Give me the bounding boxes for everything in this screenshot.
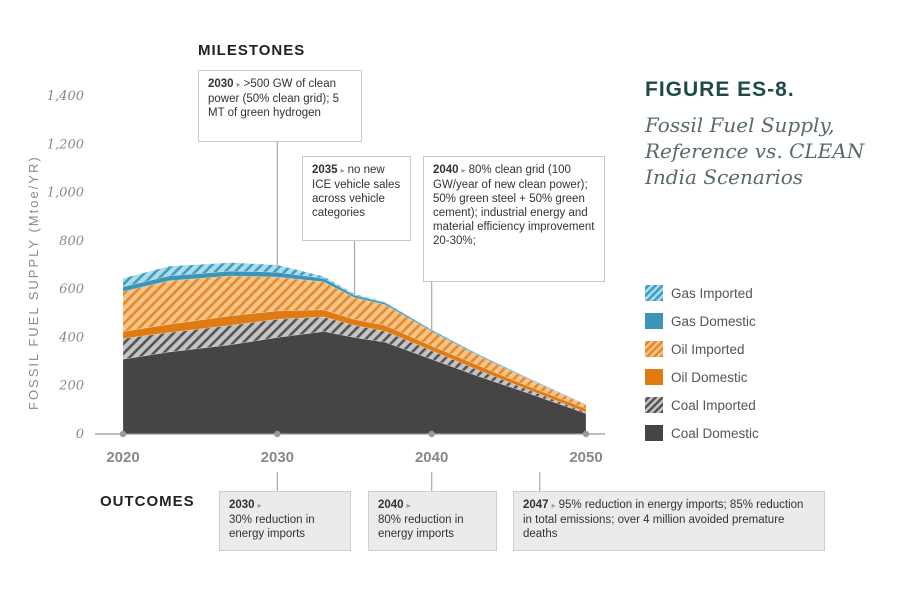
x-tick-dot bbox=[274, 430, 281, 438]
outcome-text: 80% reduction in energy imports bbox=[378, 514, 464, 540]
outcome-year: 2040 bbox=[378, 499, 404, 511]
outcome-2047: 2047 ▸ 95% reduction in energy imports; 85… bbox=[513, 491, 825, 551]
caret-icon: ▸ bbox=[236, 80, 241, 89]
legend-label: Oil Imported bbox=[671, 341, 745, 357]
outcome-year: 2030 bbox=[229, 499, 255, 511]
area-gas-domestic bbox=[122, 270, 587, 406]
legend-swatch bbox=[645, 313, 663, 329]
milestone-2040: 2040 ▸ 80% clean grid (100 GW/year of new … bbox=[423, 156, 605, 282]
legend-label: Gas Imported bbox=[671, 285, 753, 301]
milestone-2030: 2030 ▸ >500 GW of clean power (50% clean g… bbox=[198, 70, 362, 142]
y-tick-label: 1,400 bbox=[47, 89, 84, 104]
legend-label: Coal Domestic bbox=[671, 425, 759, 441]
x-tick-dot bbox=[428, 430, 435, 438]
y-tick-label: 1,000 bbox=[47, 186, 84, 201]
caret-icon: ▸ bbox=[340, 166, 345, 175]
outcome-2030: 2030 ▸ 30% reduction in energy imports bbox=[219, 491, 351, 551]
legend-label: Oil Domestic bbox=[671, 369, 748, 385]
legend-item: Gas Imported bbox=[645, 283, 753, 303]
legend-swatch bbox=[645, 425, 663, 441]
x-tick-label: 2050 bbox=[569, 449, 602, 466]
area-gas-imported bbox=[122, 262, 587, 406]
caret-icon: ▸ bbox=[461, 166, 466, 175]
outcome-year: 2047 bbox=[523, 499, 549, 511]
milestone-text: >500 GW of clean power (50% clean grid);… bbox=[208, 78, 340, 119]
x-tick-dot bbox=[582, 430, 590, 438]
outcome-2040: 2040 ▸ 80% reduction in energy imports bbox=[368, 491, 497, 551]
caret-icon: ▸ bbox=[551, 501, 556, 510]
legend-item: Coal Imported bbox=[645, 395, 756, 415]
figure-subtitle: Fossil Fuel Supply, Reference vs. CLEAN … bbox=[645, 113, 865, 189]
y-tick-label: 600 bbox=[59, 282, 84, 297]
outcomes-title: OUTCOMES bbox=[100, 493, 195, 510]
x-tick-dot bbox=[119, 430, 127, 438]
legend-swatch bbox=[645, 369, 663, 385]
legend-item: Coal Domestic bbox=[645, 423, 759, 443]
legend-item: Oil Domestic bbox=[645, 367, 748, 387]
y-tick-label: 800 bbox=[59, 234, 84, 249]
milestone-year: 2040 bbox=[433, 164, 459, 176]
x-tick-label: 2030 bbox=[261, 449, 294, 466]
y-tick-label: 400 bbox=[58, 330, 84, 345]
caret-icon: ▸ bbox=[406, 501, 411, 510]
figure-label: FIGURE ES-8. bbox=[645, 78, 795, 101]
legend-item: Gas Domestic bbox=[645, 311, 756, 331]
x-tick-label: 2020 bbox=[106, 449, 139, 466]
milestone-year: 2035 bbox=[312, 164, 338, 176]
legend-item: Oil Imported bbox=[645, 339, 745, 359]
y-axis: 0 200 400 600 800 1,000 1,200 1,400 bbox=[47, 89, 84, 442]
y-tick-label: 0 bbox=[76, 427, 84, 442]
caret-icon: ▸ bbox=[257, 501, 262, 510]
legend-swatch bbox=[645, 397, 663, 413]
milestone-2035: 2035 ▸ no new ICE vehicle sales across veh… bbox=[302, 156, 411, 241]
milestone-connectors bbox=[276, 142, 541, 491]
legend-swatch bbox=[645, 341, 663, 357]
legend-swatch bbox=[645, 285, 663, 301]
legend-label: Coal Imported bbox=[671, 397, 756, 413]
outcome-text: 30% reduction in energy imports bbox=[229, 514, 315, 540]
y-tick-label: 1,200 bbox=[47, 137, 84, 152]
outcome-text: 95% reduction in energy imports; 85% red… bbox=[523, 499, 804, 540]
y-tick-label: 200 bbox=[58, 379, 84, 394]
milestones-title: MILESTONES bbox=[198, 42, 306, 59]
milestone-text: no new ICE vehicle sales across vehicle … bbox=[312, 164, 401, 219]
x-tick-label: 2040 bbox=[415, 449, 448, 466]
legend-label: Gas Domestic bbox=[671, 313, 756, 329]
y-axis-label: FOSSIL FUEL SUPPLY (Mtoe/YR) bbox=[26, 155, 41, 410]
milestone-year: 2030 bbox=[208, 78, 234, 90]
x-axis: 2020 2030 2040 2050 bbox=[95, 430, 605, 466]
milestone-text: 80% clean grid (100 GW/year of new clean… bbox=[433, 164, 595, 247]
